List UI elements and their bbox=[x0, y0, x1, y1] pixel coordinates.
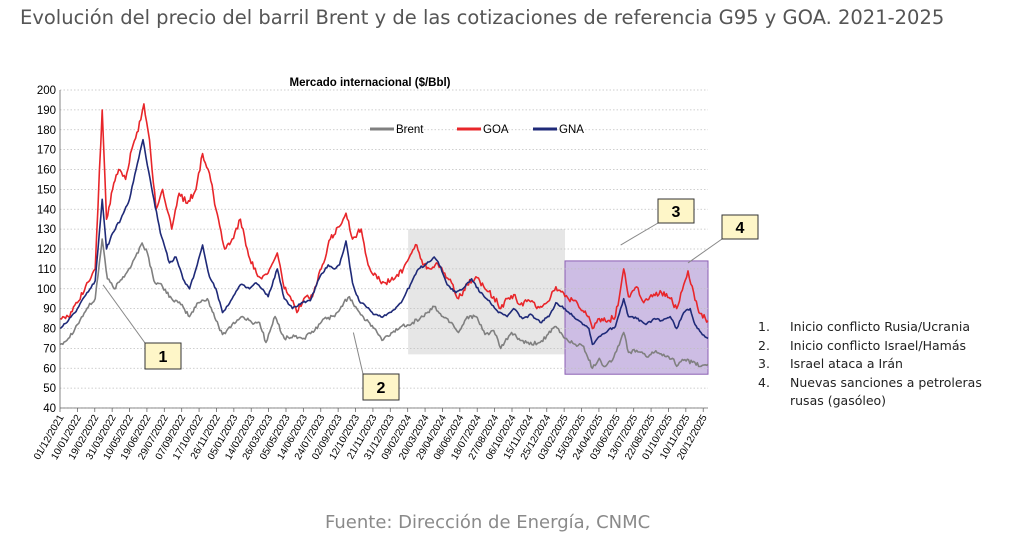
chart-title: Mercado internacional ($/Bbl) bbox=[289, 77, 450, 89]
y-tick-label: 130 bbox=[37, 224, 56, 236]
callout-box bbox=[362, 373, 400, 401]
callout-box bbox=[657, 198, 695, 224]
series-line-gna bbox=[59, 138, 709, 346]
y-tick-label: 150 bbox=[37, 184, 56, 196]
callout-box bbox=[144, 342, 182, 370]
y-tick-label: 160 bbox=[37, 165, 56, 177]
note-item: 1. Inicio conflicto Rusia/Ucrania bbox=[758, 318, 1012, 337]
source-note: Fuente: Dirección de Energía, CNMC bbox=[325, 512, 651, 533]
note-number: 4. bbox=[758, 374, 770, 390]
y-tick-label: 140 bbox=[37, 204, 56, 216]
y-tick-label: 190 bbox=[37, 105, 56, 117]
note-text: Inicio conflicto Rusia/Ucrania bbox=[790, 319, 971, 334]
series-line-goa bbox=[59, 103, 709, 330]
note-text: Israel ataca a Irán bbox=[790, 356, 903, 371]
note-item: 4. Nuevas sanciones a petroleras rusas (… bbox=[758, 374, 1012, 411]
callout-leader-line bbox=[620, 222, 659, 246]
legend-label: GNA bbox=[559, 124, 584, 136]
y-tick-label: 180 bbox=[37, 125, 56, 137]
page-title: Evolución del precio del barril Brent y … bbox=[20, 6, 945, 29]
legend-label: Brent bbox=[396, 124, 424, 136]
callout-number: 1 bbox=[159, 349, 168, 366]
callout-leader-line bbox=[352, 332, 364, 375]
callout-leader-line bbox=[687, 238, 723, 264]
callout-number: 3 bbox=[672, 204, 681, 221]
note-item: 2. Inicio conflicto Israel/Hamás bbox=[758, 337, 1012, 356]
callout-number: 4 bbox=[736, 220, 745, 237]
callout-box bbox=[721, 214, 759, 240]
y-tick-label: 50 bbox=[43, 383, 56, 395]
y-tick-label: 60 bbox=[43, 363, 56, 375]
chart: 40 50 60 70 80 90 100 110 120 130 140 150 160 170 180 1… bbox=[32, 77, 759, 462]
y-tick-label: 90 bbox=[43, 304, 56, 316]
y-tick-label: 110 bbox=[38, 264, 56, 276]
note-number: 1. bbox=[758, 319, 770, 334]
notes-list: 1. Inicio conflicto Rusia/Ucrania 2. Ini… bbox=[758, 318, 1012, 411]
y-tick-label: 170 bbox=[37, 145, 56, 157]
y-tick-label: 70 bbox=[43, 343, 56, 355]
shaded-period bbox=[408, 229, 566, 355]
y-tick-label: 200 bbox=[37, 85, 56, 97]
y-tick-label: 120 bbox=[37, 244, 56, 256]
y-tick-label: 100 bbox=[37, 284, 56, 296]
note-item: 3. Israel ataca a Irán bbox=[758, 355, 1012, 374]
y-tick-label: 40 bbox=[43, 403, 56, 415]
series-line-brent bbox=[59, 238, 709, 370]
note-number: 2. bbox=[758, 337, 770, 353]
note-number: 3. bbox=[758, 356, 770, 371]
callout-number: 2 bbox=[377, 380, 386, 397]
note-text: Inicio conflicto Israel/Hamás bbox=[790, 337, 967, 353]
callout-leader-line bbox=[102, 284, 146, 344]
y-tick-label: 80 bbox=[43, 324, 56, 336]
legend-label: GOA bbox=[483, 124, 509, 136]
note-text: Nuevas sanciones a petroleras rusas (gas… bbox=[790, 374, 982, 409]
